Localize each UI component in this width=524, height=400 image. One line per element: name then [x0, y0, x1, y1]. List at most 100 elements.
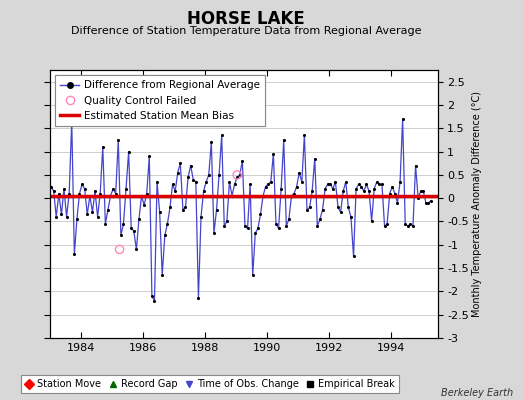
Point — [277, 186, 286, 192]
Point — [282, 223, 290, 229]
Point — [124, 148, 133, 155]
Point — [210, 230, 218, 236]
Point — [223, 218, 231, 225]
Point — [129, 228, 138, 234]
Point — [168, 181, 177, 187]
Point — [161, 232, 169, 239]
Point — [267, 179, 275, 185]
Point — [290, 190, 298, 197]
Y-axis label: Monthly Temperature Anomaly Difference (°C): Monthly Temperature Anomaly Difference (… — [472, 91, 482, 317]
Point — [171, 188, 179, 194]
Point — [112, 190, 120, 197]
Point — [386, 190, 394, 197]
Point — [406, 221, 414, 227]
Point — [264, 181, 272, 187]
Point — [166, 204, 174, 211]
Point — [256, 211, 265, 218]
Point — [156, 209, 164, 215]
Point — [109, 186, 117, 192]
Point — [347, 214, 355, 220]
Point — [83, 211, 92, 218]
Point — [135, 216, 143, 222]
Point — [318, 207, 326, 213]
Point — [241, 223, 249, 229]
Point — [54, 190, 63, 197]
Point — [65, 190, 73, 197]
Point — [401, 221, 409, 227]
Point — [362, 181, 370, 187]
Point — [339, 188, 347, 194]
Point — [398, 116, 407, 122]
Point — [236, 172, 244, 178]
Point — [394, 200, 402, 206]
Point — [122, 186, 130, 192]
Point — [321, 186, 329, 192]
Legend: Station Move, Record Gap, Time of Obs. Change, Empirical Break: Station Move, Record Gap, Time of Obs. C… — [20, 375, 399, 393]
Text: Berkeley Earth: Berkeley Earth — [441, 388, 514, 398]
Point — [184, 174, 192, 180]
Point — [75, 190, 84, 197]
Point — [380, 223, 389, 229]
Point — [403, 223, 412, 229]
Point — [140, 202, 148, 208]
Point — [231, 181, 239, 187]
Point — [414, 195, 422, 201]
Point — [145, 153, 154, 160]
Point — [181, 204, 190, 211]
Point — [238, 158, 247, 164]
Point — [305, 204, 314, 211]
Point — [117, 232, 125, 239]
Point — [78, 181, 86, 187]
Legend: Difference from Regional Average, Quality Control Failed, Estimated Station Mean: Difference from Regional Average, Qualit… — [55, 75, 265, 126]
Point — [279, 137, 288, 143]
Point — [96, 190, 104, 197]
Point — [311, 155, 319, 162]
Point — [220, 223, 228, 229]
Point — [285, 216, 293, 222]
Point — [243, 225, 252, 232]
Point — [70, 251, 79, 257]
Point — [197, 214, 205, 220]
Point — [248, 272, 257, 278]
Point — [119, 221, 128, 227]
Point — [93, 214, 102, 220]
Point — [254, 225, 262, 232]
Point — [73, 216, 81, 222]
Point — [114, 137, 123, 143]
Point — [233, 174, 242, 180]
Point — [228, 193, 236, 199]
Point — [194, 295, 203, 302]
Point — [329, 186, 337, 192]
Point — [49, 188, 58, 194]
Point — [85, 193, 94, 199]
Point — [57, 211, 66, 218]
Point — [179, 207, 187, 213]
Point — [373, 179, 381, 185]
Point — [352, 186, 361, 192]
Point — [251, 230, 259, 236]
Point — [336, 209, 345, 215]
Point — [331, 179, 340, 185]
Point — [189, 176, 198, 183]
Point — [370, 186, 378, 192]
Text: HORSE LAKE: HORSE LAKE — [188, 10, 305, 28]
Point — [192, 179, 200, 185]
Point — [411, 162, 420, 169]
Point — [132, 246, 140, 253]
Point — [217, 132, 226, 138]
Point — [261, 183, 270, 190]
Point — [295, 169, 303, 176]
Point — [409, 223, 417, 229]
Point — [378, 181, 386, 187]
Point — [298, 179, 306, 185]
Point — [350, 253, 358, 260]
Point — [104, 207, 112, 213]
Point — [215, 172, 223, 178]
Point — [303, 207, 311, 213]
Point — [88, 209, 96, 215]
Point — [308, 188, 316, 194]
Point — [365, 188, 373, 194]
Point — [422, 200, 430, 206]
Point — [388, 183, 397, 190]
Point — [417, 188, 425, 194]
